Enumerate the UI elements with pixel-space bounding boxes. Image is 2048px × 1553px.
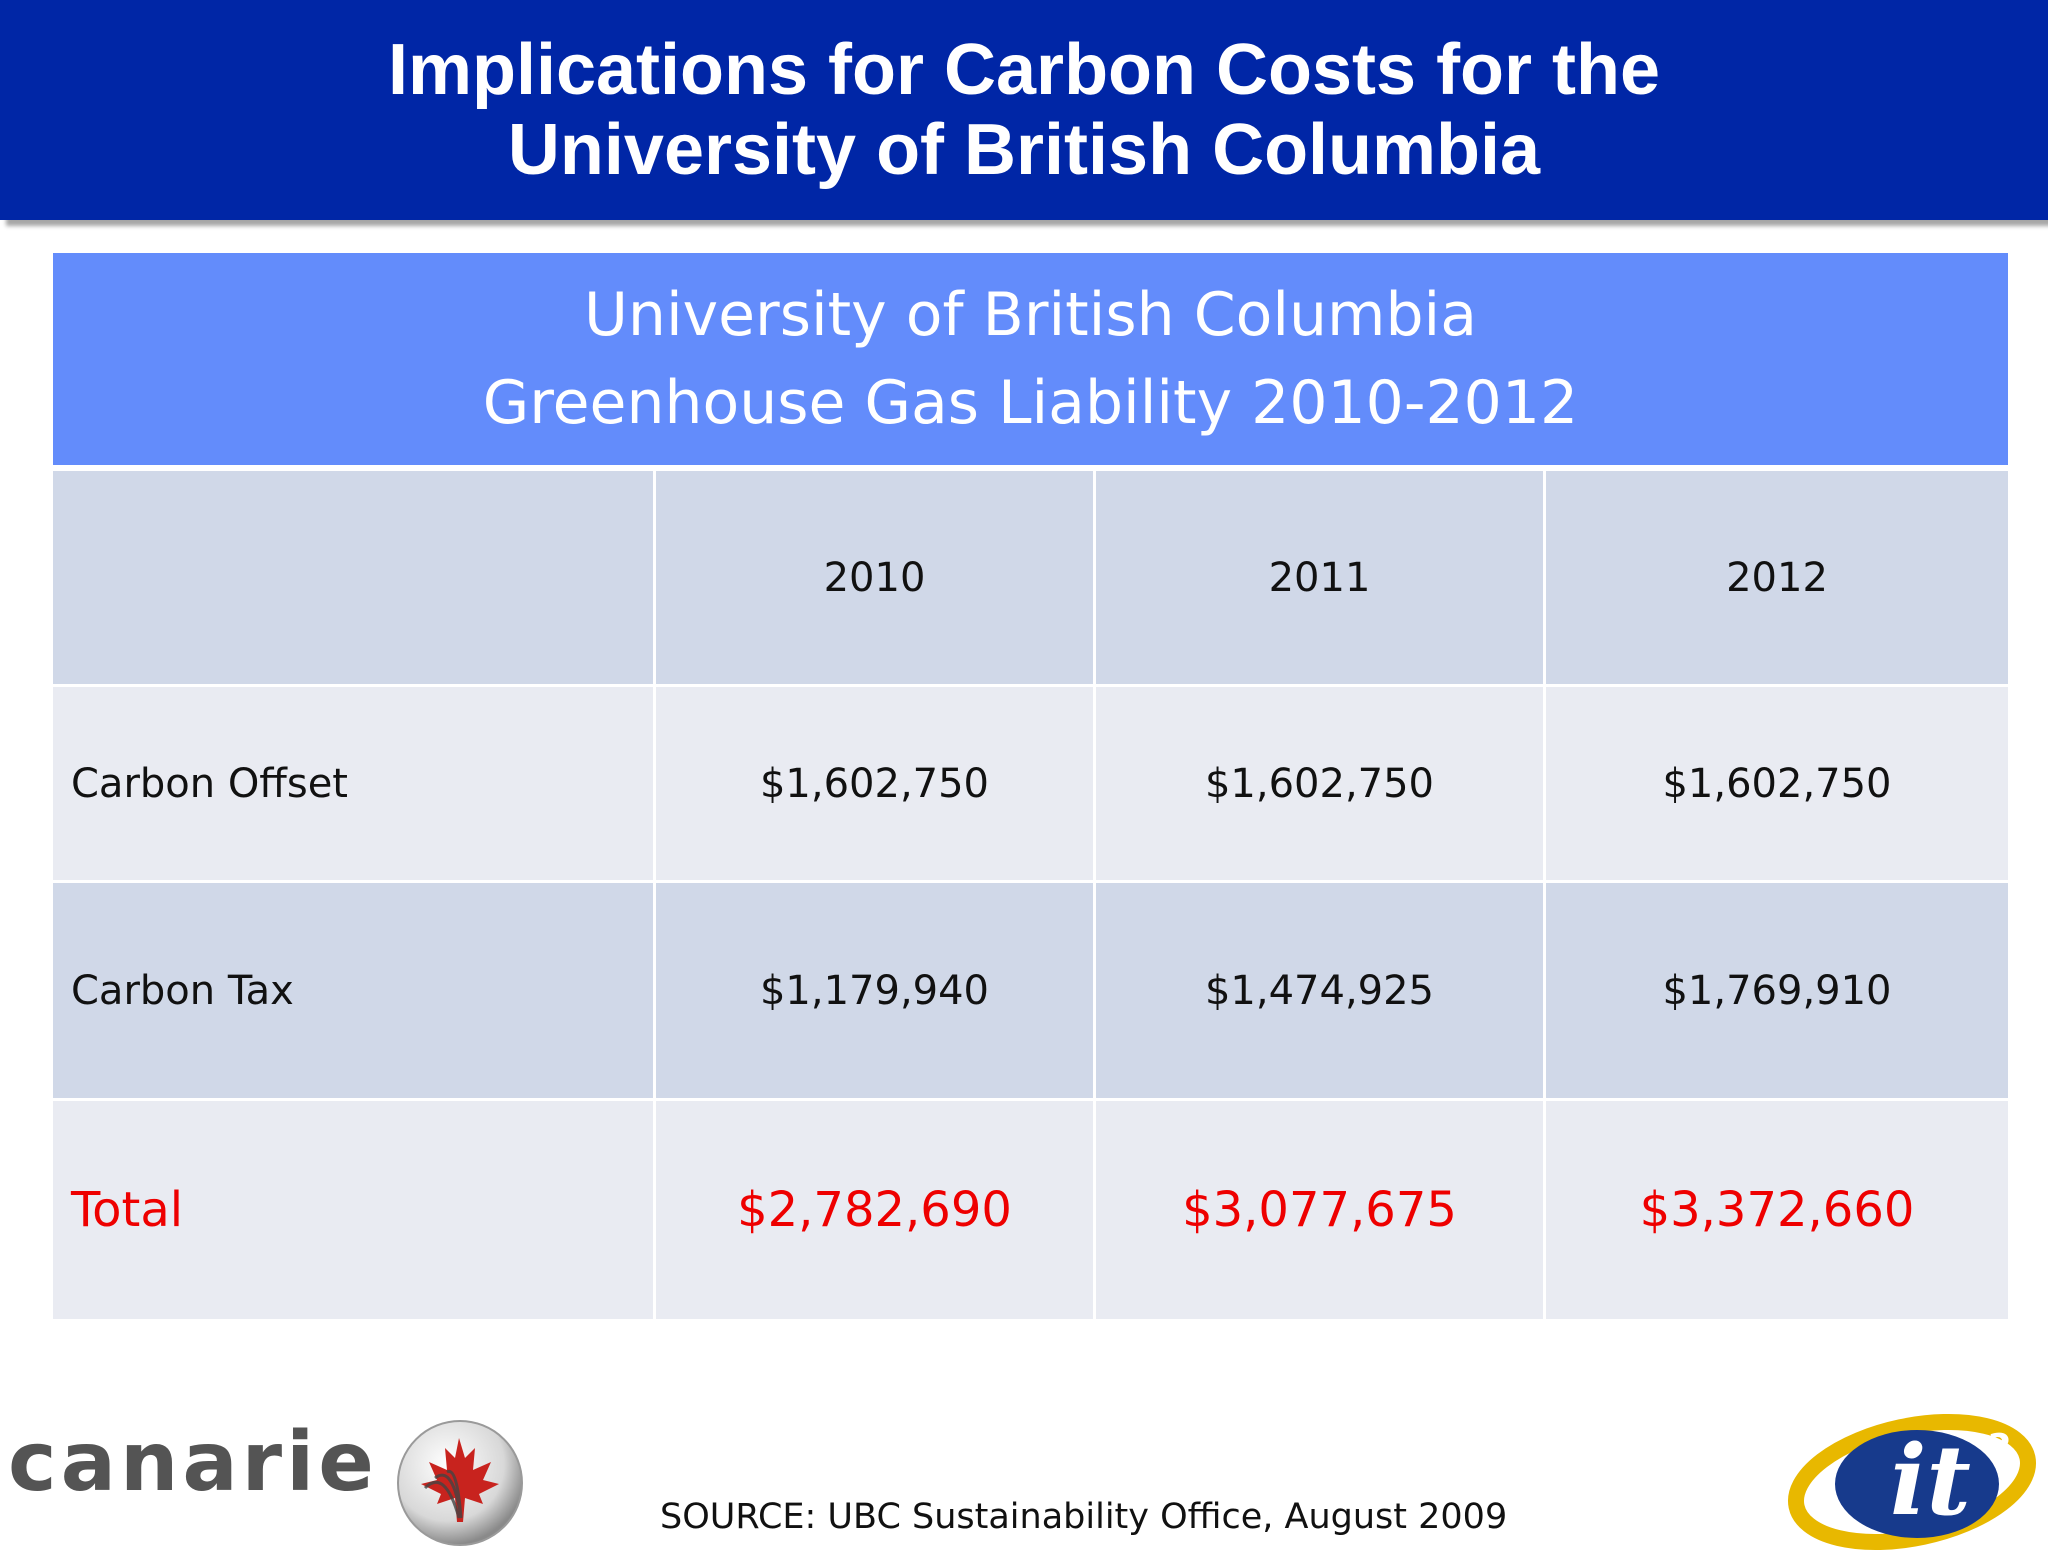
table-title-line-1: University of British Columbia	[584, 280, 1477, 350]
title-banner: Implications for Carbon Costs for the Un…	[0, 0, 2048, 220]
canarie-wordmark: canarie	[8, 1415, 378, 1510]
table-title: University of British Columbia Greenhous…	[53, 253, 2008, 471]
row-label-carbon-offset: Carbon Offset	[53, 687, 656, 883]
total-2010: $2,782,690	[656, 1101, 1096, 1319]
row-label-carbon-tax: Carbon Tax	[53, 883, 656, 1101]
row-label-total: Total	[53, 1101, 656, 1319]
maple-leaf-logo-icon	[397, 1420, 523, 1546]
source-citation: SOURCE: UBC Sustainability Office, Augus…	[660, 1497, 1508, 1537]
carbon-offset-2010: $1,602,750	[656, 687, 1096, 883]
table-body: 2010 2011 2012 Carbon Offset $1,602,750 …	[53, 471, 2008, 1319]
header-year-2010: 2010	[656, 471, 1096, 687]
it2-logo-icon: it 2	[1787, 1413, 2037, 1551]
svg-text:it: it	[1890, 1424, 1971, 1537]
svg-text:2: 2	[1988, 1427, 2012, 1467]
canarie-logo: canarie	[8, 1415, 378, 1510]
total-2012: $3,372,660	[1546, 1101, 2008, 1319]
carbon-tax-2011: $1,474,925	[1096, 883, 1546, 1101]
header-corner-cell	[53, 471, 656, 687]
slide-title-line-2: University of British Columbia	[507, 110, 1541, 190]
liability-table: University of British Columbia Greenhous…	[53, 253, 2008, 1319]
carbon-offset-2011: $1,602,750	[1096, 687, 1546, 883]
slide-title-line-1: Implications for Carbon Costs for the	[387, 30, 1661, 110]
header-year-2012: 2012	[1546, 471, 2008, 687]
header-year-2011: 2011	[1096, 471, 1546, 687]
carbon-tax-2012: $1,769,910	[1546, 883, 2008, 1101]
carbon-offset-2012: $1,602,750	[1546, 687, 2008, 883]
carbon-tax-2010: $1,179,940	[656, 883, 1096, 1101]
table-title-line-2: Greenhouse Gas Liability 2010-2012	[482, 368, 1579, 438]
total-2011: $3,077,675	[1096, 1101, 1546, 1319]
